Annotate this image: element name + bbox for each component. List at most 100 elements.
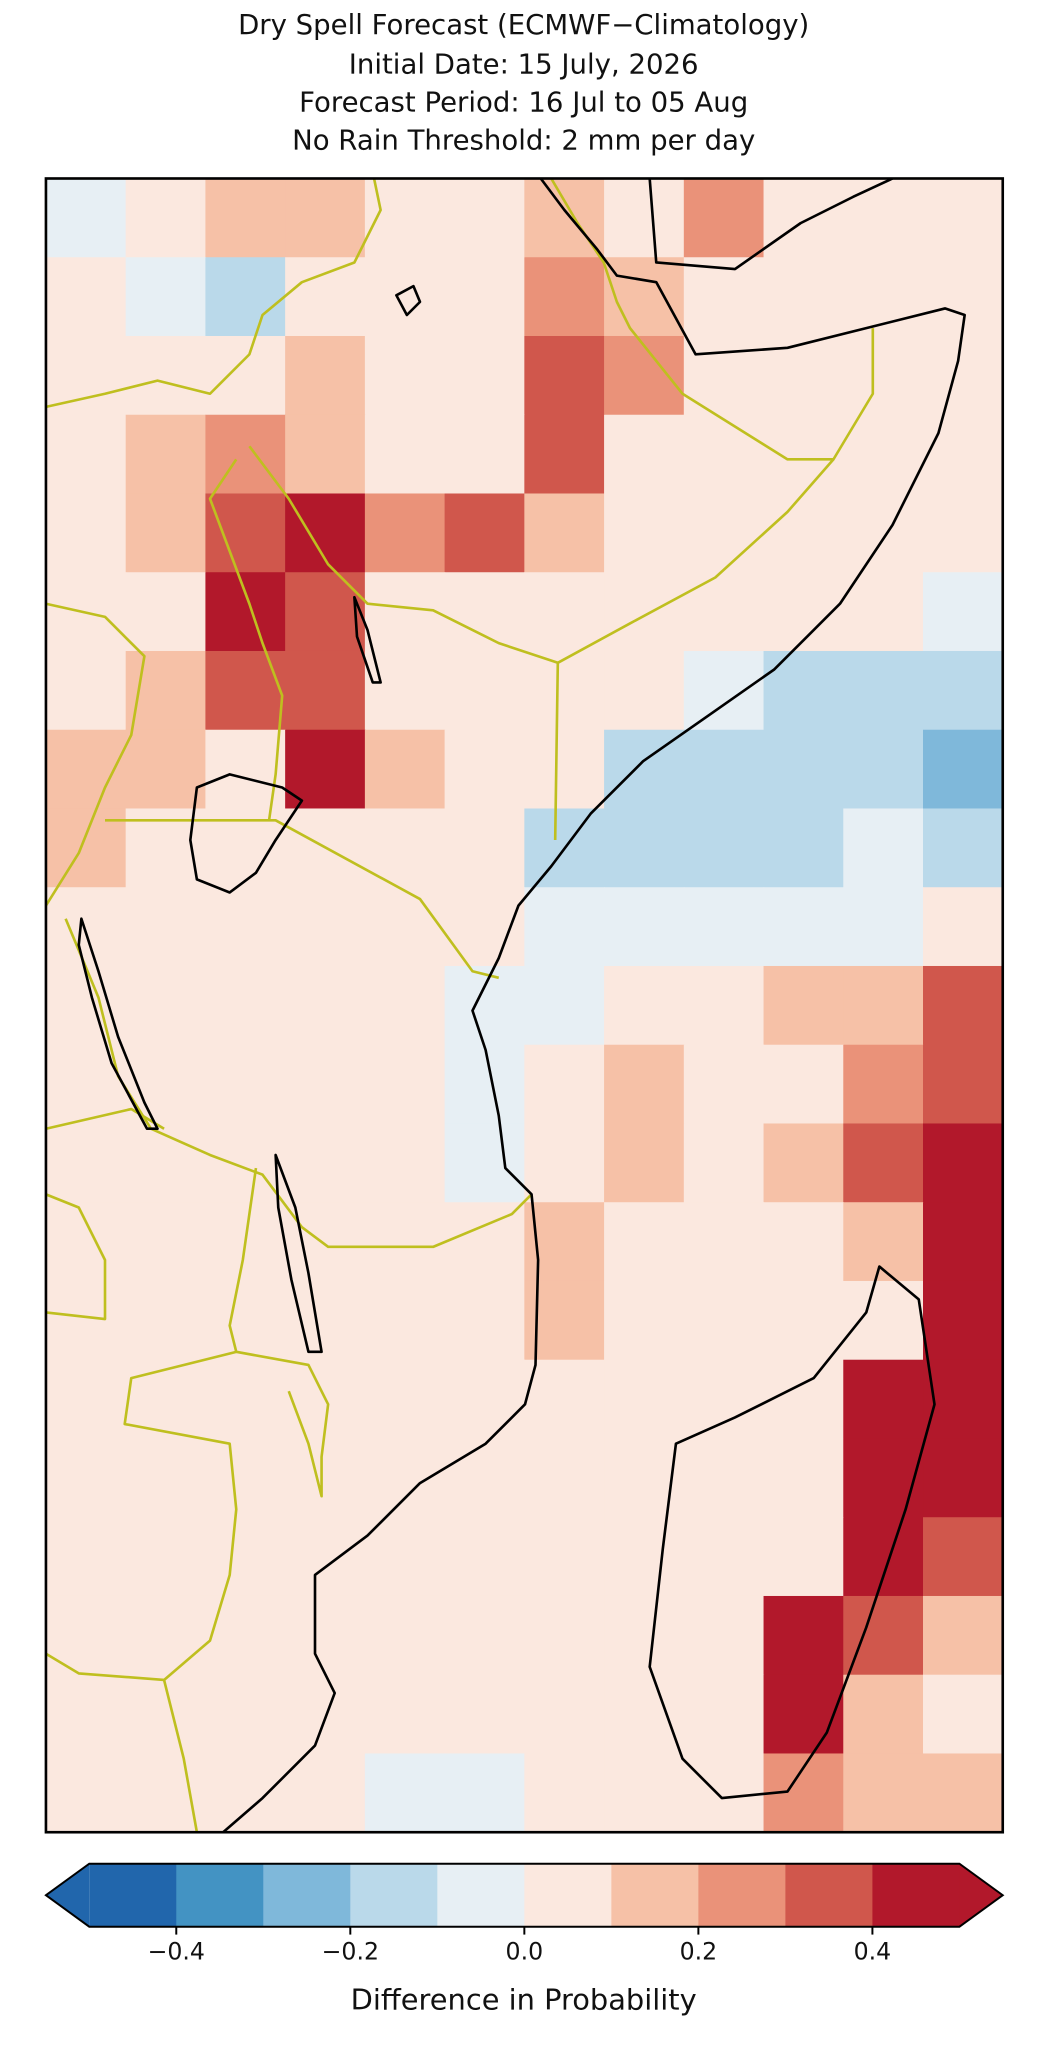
grid-cell: [205, 1359, 286, 1440]
grid-cell: [444, 493, 525, 573]
grid-cell: [205, 965, 286, 1046]
grid-cell: [604, 572, 685, 652]
country-border: [228, 1167, 330, 1498]
grid-cell: [923, 650, 1004, 731]
country-border: [45, 1193, 107, 1321]
grid-cell: [763, 178, 844, 258]
grid-cell: [843, 1438, 924, 1518]
grid-cell: [364, 1438, 446, 1518]
grid-cell: [125, 178, 207, 258]
lake: [395, 284, 422, 317]
grid-cell: [524, 650, 605, 731]
coastline: [648, 178, 894, 271]
grid-cell: [125, 414, 207, 495]
grid-cell: [285, 1517, 366, 1597]
grid-cell: [923, 178, 1004, 258]
grid-cell: [444, 1517, 525, 1597]
grid-cell: [843, 1280, 924, 1361]
grid-cell: [285, 1753, 366, 1833]
grid-cell: [604, 650, 685, 731]
grid-cell: [125, 1438, 207, 1518]
grid-cell: [923, 1280, 1004, 1361]
country-border: [45, 178, 382, 409]
grid-cell: [923, 1202, 1004, 1282]
grid-cell: [45, 257, 127, 337]
grid-cell: [364, 1517, 446, 1597]
coastline: [222, 178, 966, 1833]
colorbar-box: [263, 1863, 351, 1927]
grid-cell: [763, 493, 844, 573]
colorbar-tick-label: −0.4: [148, 1937, 205, 1965]
grid-cell: [843, 1123, 924, 1203]
grid-cell: [125, 1753, 207, 1833]
grid-cell: [923, 887, 1004, 967]
grid-cell: [763, 1044, 844, 1125]
grid-cell: [683, 572, 765, 652]
grid-cell: [45, 1202, 127, 1282]
map-frame: [44, 177, 1005, 1834]
grid-cell: [125, 1595, 207, 1676]
grid-cell: [285, 1280, 366, 1361]
grid-cell: [364, 572, 446, 652]
grid-cell: [285, 1044, 366, 1125]
colorbar-tick-label: 0.0: [506, 1937, 544, 1965]
grid-cell: [604, 1595, 685, 1676]
grid-cell: [444, 572, 525, 652]
grid-cell: [843, 178, 924, 258]
grid-cell: [125, 729, 207, 810]
grid-cell: [45, 1123, 127, 1203]
grid-cell: [923, 1753, 1004, 1833]
grid-cells: [45, 178, 1004, 1833]
grid-cell: [444, 1674, 525, 1755]
grid-cell: [923, 1438, 1004, 1518]
grid-cell: [843, 650, 924, 731]
grid-cell: [125, 572, 207, 652]
grid-cell: [364, 1359, 446, 1440]
grid-cell: [524, 572, 605, 652]
grid-cell: [125, 1202, 207, 1282]
grid-cell: [524, 493, 605, 573]
grid-cell: [843, 808, 924, 888]
grid-cell: [524, 1359, 605, 1440]
subtitle: Initial Date: 15 July, 2026: [349, 49, 699, 81]
colorbar-extend: [959, 1863, 1003, 1927]
country-border: [553, 458, 835, 841]
grid-cell: [683, 1044, 765, 1125]
grid-cell: [763, 965, 844, 1046]
grid-cell: [444, 729, 525, 810]
grid-cell: [524, 335, 605, 416]
grid-cell: [45, 493, 127, 573]
grid-cell: [923, 1595, 1004, 1676]
grid-cell: [923, 493, 1004, 573]
grid-cell: [923, 1123, 1004, 1203]
grid-cell: [444, 1123, 525, 1203]
grid-cell: [45, 335, 127, 416]
grid-cell: [125, 257, 207, 337]
country-border: [64, 918, 533, 1249]
grid-cell: [683, 1438, 765, 1518]
grid-cell: [524, 887, 605, 967]
grid-cell: [923, 572, 1004, 652]
grid-cell: [843, 1595, 924, 1676]
grid-cell: [125, 965, 207, 1046]
grid-cell: [364, 1202, 446, 1282]
grid-cell: [444, 650, 525, 731]
grid-cell: [604, 1044, 685, 1125]
grid-cell: [604, 1674, 685, 1755]
lake: [189, 773, 304, 894]
grid-cell: [205, 1280, 286, 1361]
grid-cell: [524, 257, 605, 337]
grid-cell: [285, 178, 366, 258]
grid-cell: [444, 257, 525, 337]
grid-cell: [683, 1517, 765, 1597]
grid-cell: [604, 1280, 685, 1361]
colorbar: −0.4 −0.2 0.0 0.2 0.4: [44, 1862, 1005, 1965]
grid-cell: [683, 1359, 765, 1440]
colorbar-box: [89, 1863, 177, 1927]
grid-cell: [923, 1044, 1004, 1125]
grid-cell: [524, 729, 605, 810]
grid-cell: [205, 1753, 286, 1833]
grid-cell: [683, 650, 765, 731]
grid-cell: [524, 1438, 605, 1518]
lake: [274, 1153, 323, 1354]
